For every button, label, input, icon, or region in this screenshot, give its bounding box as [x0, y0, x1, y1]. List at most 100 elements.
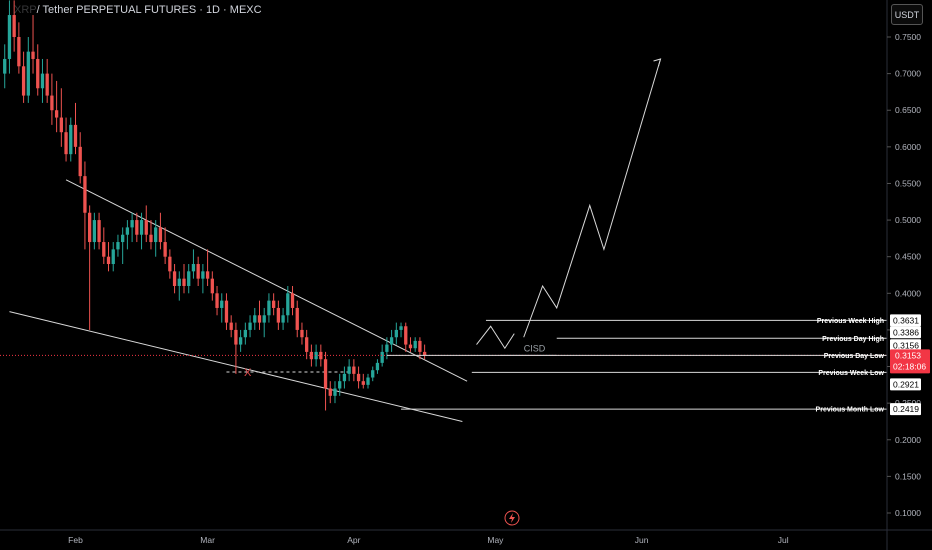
candle-body: [7, 15, 12, 59]
candle-body: [418, 340, 422, 352]
candle-body: [267, 300, 271, 316]
candle-body: [229, 322, 233, 330]
candle-body: [73, 124, 78, 147]
candle-body: [59, 117, 63, 133]
wedge-upper-line: [65, 179, 468, 382]
candle-body: [389, 337, 394, 345]
arrow-head: [653, 58, 662, 67]
candle-body: [172, 271, 177, 286]
candle-body: [243, 329, 247, 338]
candle-body: [78, 146, 82, 177]
candle-body: [191, 264, 196, 272]
candle-body: [196, 264, 200, 279]
badge-week-low: 0.2921: [893, 379, 919, 389]
candle-body: [36, 58, 40, 89]
trendlines: X CISD: [9, 58, 662, 422]
candle-body: [149, 234, 153, 243]
candle-body: [144, 220, 148, 235]
candle-body: [45, 73, 49, 96]
candles: [3, 0, 427, 411]
y-axis: 0.7500 0.7000 0.6500 0.6000 0.5500 0.5000 0.45…: [886, 0, 930, 550]
level-label: Previous Week High: [817, 318, 884, 325]
x-mark: X: [244, 367, 252, 379]
x-tick-label: Feb: [68, 535, 83, 545]
candle-body: [177, 278, 181, 286]
candle-body: [158, 227, 163, 243]
candle-body: [305, 337, 309, 352]
candle-body: [314, 351, 318, 360]
candle-body: [408, 344, 413, 349]
last-price-value: 0.3153: [895, 350, 921, 360]
candle-body: [276, 307, 281, 323]
candle-body: [102, 242, 106, 257]
candle-body: [342, 373, 347, 382]
candle-body: [290, 293, 295, 308]
candle-body: [12, 15, 16, 37]
y-tick-label: 0.4000: [895, 288, 921, 298]
symbol-title: / Tether PERPETUAL FUTURES · 1D · MEXC: [36, 4, 262, 16]
candle-body: [286, 293, 290, 316]
badge-week-high: 0.3631: [893, 315, 919, 325]
badge-week-high-bg: [890, 314, 921, 327]
countdown-value: 02:18:06: [893, 361, 926, 371]
badge-month-low-bg: [890, 403, 921, 416]
badge-week-low-bg: [890, 378, 921, 391]
candle-body: [106, 256, 111, 265]
y-tick-label: 0.1500: [895, 471, 921, 481]
candle-body: [361, 381, 365, 385]
candle-body: [300, 329, 304, 338]
candle-body: [366, 377, 370, 385]
candle-body: [182, 278, 186, 286]
candle-body: [201, 271, 205, 279]
zigzag: [476, 325, 515, 350]
candle-body: [356, 373, 361, 382]
candle-body: [413, 340, 417, 349]
y-tick-label: 0.5500: [895, 178, 921, 188]
currency-button[interactable]: USDT: [891, 4, 923, 25]
lightning-icon-ring: [504, 510, 520, 526]
candle-body: [210, 278, 214, 294]
candle-body: [116, 242, 120, 250]
candle-body: [26, 51, 30, 96]
candle-body: [31, 51, 35, 59]
candle-body: [234, 329, 238, 345]
candle-body: [328, 388, 332, 396]
candle-body: [154, 227, 158, 243]
y-tick-label: 0.4500: [895, 252, 921, 262]
level-label: Previous Day High: [822, 336, 884, 343]
candle-body: [333, 388, 337, 396]
candle-body: [281, 315, 285, 323]
symbol-prefix: XRP: [14, 4, 37, 16]
last-price-badge: [890, 349, 930, 374]
candle-body: [238, 337, 243, 345]
x-tick-label: May: [487, 535, 504, 545]
y-tick-label: 0.5000: [895, 215, 921, 225]
candle-body: [215, 293, 219, 308]
candle-body: [21, 66, 26, 96]
candle-body: [205, 271, 210, 279]
lightning-icon[interactable]: [504, 510, 520, 526]
x-tick-label: Apr: [347, 535, 360, 545]
candle-body: [422, 351, 427, 356]
candle-body: [40, 73, 45, 89]
candle-body: [220, 300, 224, 308]
candle-body: [97, 220, 101, 243]
candle-body: [135, 220, 139, 235]
candle-body: [257, 315, 262, 323]
candle-body: [139, 220, 144, 235]
y-tick-label: 0.6500: [895, 105, 921, 115]
candle-body: [404, 326, 408, 345]
x-tick-label: Jun: [635, 535, 649, 545]
candle-body: [64, 132, 68, 155]
badge-3386: 0.3386: [893, 327, 919, 337]
candle-body: [295, 307, 299, 330]
candle-body: [271, 300, 276, 308]
y-tick-label: 0.6000: [895, 142, 921, 152]
candle-body: [323, 359, 328, 389]
candle-body: [248, 322, 252, 330]
candle-body: [87, 212, 92, 243]
candle-body: [224, 300, 229, 323]
projection-path: [523, 58, 662, 338]
level-label: Previous Month Low: [816, 407, 885, 414]
